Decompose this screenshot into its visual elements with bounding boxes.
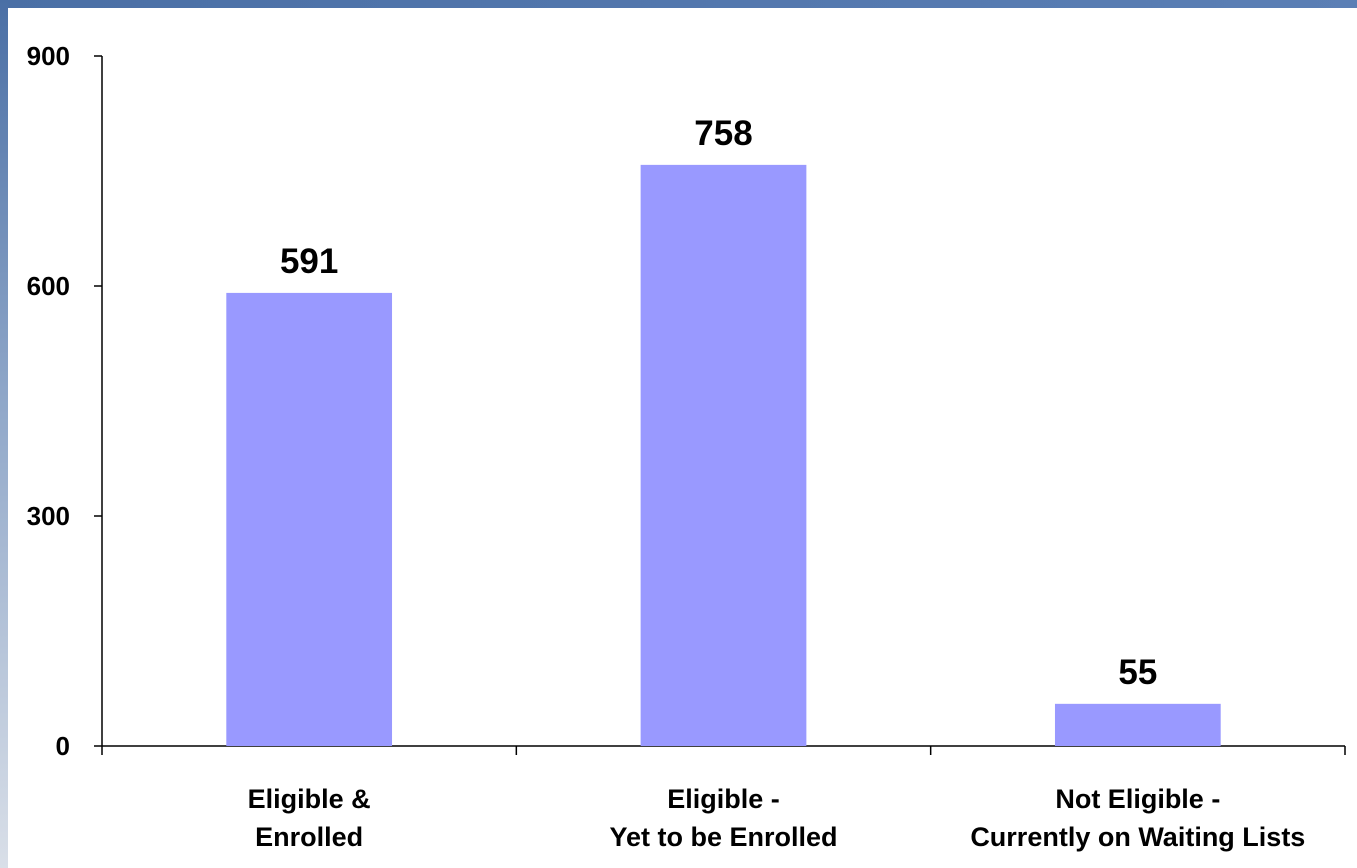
bar: [640, 164, 807, 746]
y-tick-label: 600: [27, 271, 70, 301]
labels: 0 300 600 900 591 Eligible & Enrolled 758 Eligib…: [27, 41, 1306, 852]
x-category-label-line: Currently on Waiting Lists: [970, 822, 1305, 852]
y-tick-label: 300: [27, 501, 70, 531]
x-category-label-line: Enrolled: [255, 822, 363, 852]
bar: [226, 292, 393, 746]
x-category-label: Eligible & Enrolled: [248, 784, 371, 852]
slide-frame-top: [0, 0, 1357, 8]
bars: [226, 164, 1221, 746]
y-tick-label: 900: [27, 41, 70, 71]
data-label: 591: [280, 242, 338, 281]
x-category-label-line: Not Eligible -: [1055, 784, 1220, 814]
x-category-label: Not Eligible - Currently on Waiting Lists: [970, 784, 1305, 852]
x-category-label-line: Eligible &: [248, 784, 371, 814]
data-label: 55: [1118, 653, 1157, 692]
bar: [1054, 703, 1221, 746]
y-tick-label: 0: [56, 731, 70, 761]
data-label: 758: [694, 114, 752, 153]
x-category-label-line: Eligible -: [667, 784, 780, 814]
slide-frame-left: [0, 0, 8, 868]
x-category-label: Eligible - Yet to be Enrolled: [609, 784, 837, 852]
x-category-label-line: Yet to be Enrolled: [609, 822, 837, 852]
